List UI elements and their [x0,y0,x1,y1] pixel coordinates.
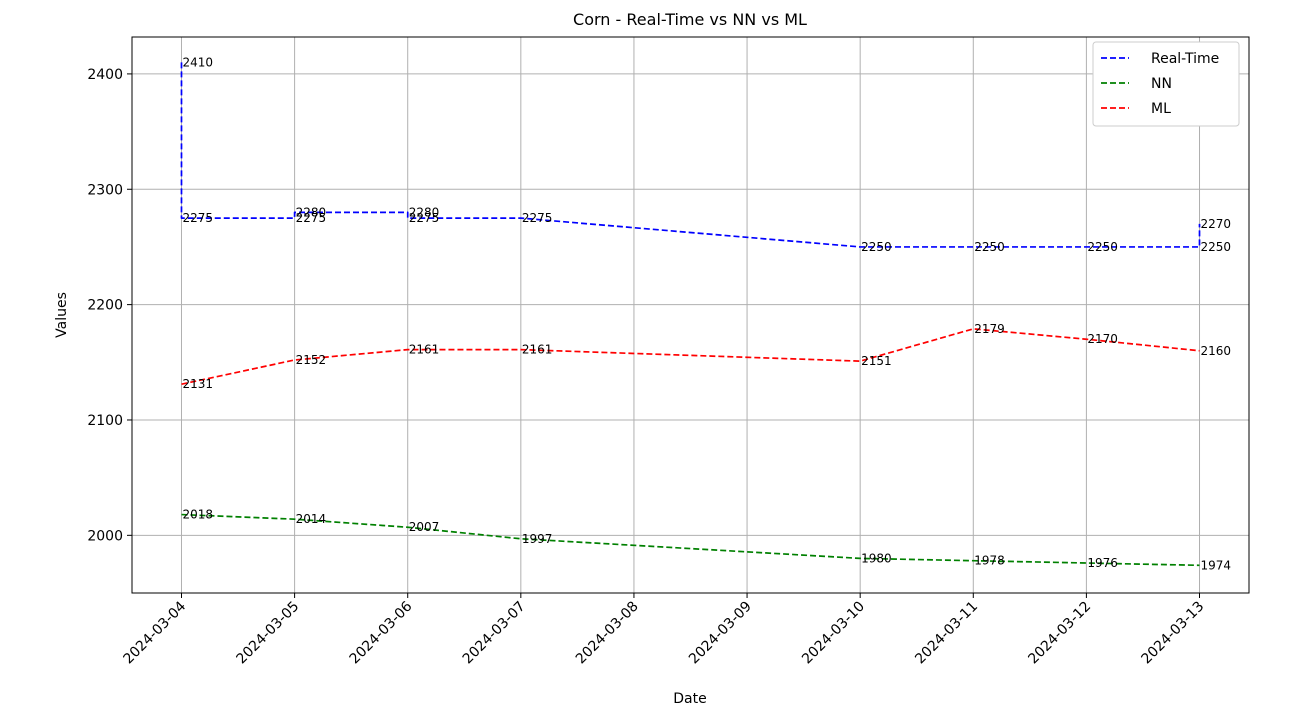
legend-box [1092,41,1240,127]
legend: Real-Time NN ML [1092,41,1240,127]
y-tick-label: 2200 [87,298,123,314]
data-label-ml: 2170 [1087,332,1118,346]
data-label-nn: 1974 [1201,558,1232,572]
y-tick-label: 2300 [87,182,123,198]
x-tick-label: 2024-03-10 [799,599,868,668]
axis-ticks: 2024-03-04 2024-03-05 2024-03-06 2024-03-07… [87,67,1207,667]
legend-label-nn: NN [1151,76,1172,92]
grid [132,37,1249,593]
data-label-nn: 2007 [409,520,440,534]
legend-label-real-time: Real-Time [1151,51,1219,67]
chart-title: Corn - Real-Time vs NN vs ML [573,10,807,29]
data-label-real-time: 2250 [974,240,1005,254]
data-label-real-time: 2250 [1087,240,1118,254]
x-axis-label: Date [673,691,706,707]
data-label-nn: 1980 [861,551,892,565]
x-tick-label: 2024-03-13 [1138,599,1207,668]
x-tick-label: 2024-03-08 [573,599,642,668]
data-label-nn: 2014 [296,512,327,526]
data-label-real-time: 2280 [409,205,440,219]
series-line-real-time [180,62,1201,248]
data-label-ml: 2179 [974,322,1005,336]
data-label-ml: 2160 [1201,344,1232,358]
data-label-real-time: 2250 [1201,240,1232,254]
data-label-real-time: 2270 [1201,217,1232,231]
y-axis-label: Values [54,292,70,338]
data-label-nn: 1978 [974,554,1005,568]
data-label-real-time: 2280 [296,205,327,219]
data-label-nn: 2018 [182,508,213,522]
data-label-real-time: 2275 [522,211,553,225]
data-label-ml: 2161 [522,343,553,357]
data-label-ml: 2161 [409,343,440,357]
series-line-nn [181,513,1200,567]
y-tick-label: 2100 [87,413,123,429]
y-tick-label: 2000 [87,528,123,544]
data-label-real-time: 2275 [409,211,440,225]
series-lines [180,62,1201,567]
data-label-ml: 2151 [861,354,892,368]
x-tick-label: 2024-03-05 [234,599,303,668]
data-label-real-time: 2275 [182,211,213,225]
data-label-ml: 2152 [296,353,327,367]
data-label-nn: 1997 [522,532,553,546]
x-tick-label: 2024-03-12 [1025,599,1094,668]
data-label-nn: 1976 [1087,556,1118,570]
x-tick-label: 2024-03-07 [460,599,529,668]
x-tick-label: 2024-03-09 [686,599,755,668]
data-label-real-time: 2410 [182,55,213,69]
x-tick-label: 2024-03-06 [347,598,416,667]
x-tick-label: 2024-03-04 [120,598,189,667]
series-line-ml [181,327,1200,386]
data-label-ml: 2131 [182,377,213,391]
legend-label-ml: ML [1151,101,1171,117]
data-label-real-time: 2275 [296,211,327,225]
y-tick-label: 2400 [87,67,123,83]
plot-frame [131,36,1250,594]
data-label-real-time: 2250 [861,240,892,254]
x-tick-label: 2024-03-11 [912,599,981,668]
